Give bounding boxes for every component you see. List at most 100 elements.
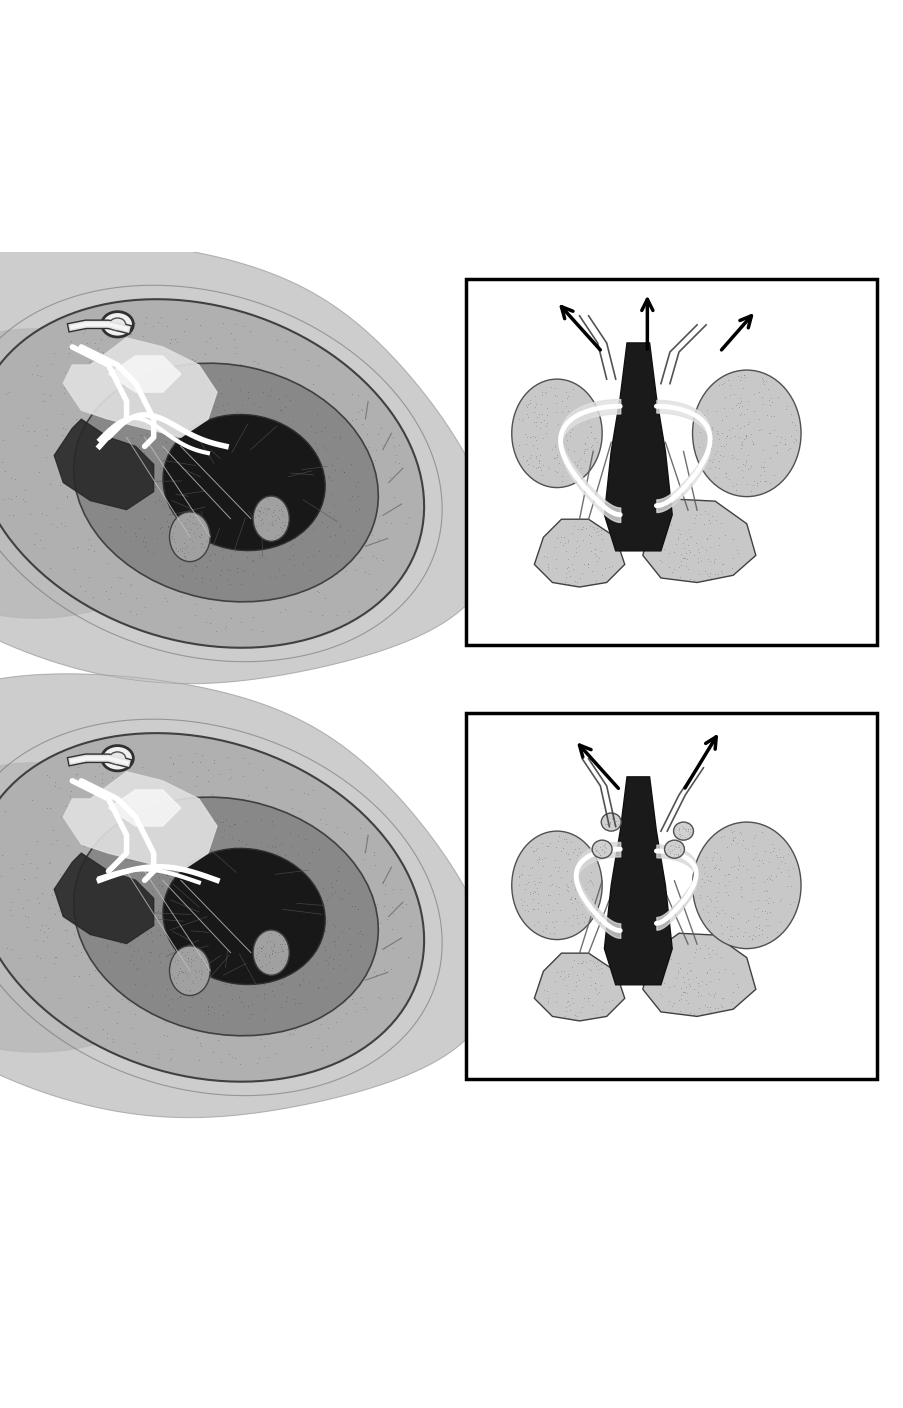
Point [171,828,185,850]
Point [580,552,594,574]
Point [326,498,340,521]
Point [548,548,563,570]
Point [526,839,540,862]
Point [48,772,62,794]
Point [251,504,265,527]
Point [211,763,226,786]
Point [552,452,566,474]
Point [33,365,48,387]
Point [42,384,57,407]
Point [716,397,731,420]
Point [656,528,670,551]
Point [303,415,318,438]
Point [241,415,256,438]
Point [729,925,743,948]
Point [57,418,71,441]
Point [130,918,144,941]
Point [154,874,169,897]
Point [142,411,156,434]
Point [731,976,745,998]
Point [265,469,280,491]
Point [276,420,291,442]
Point [560,876,574,898]
Point [183,948,198,970]
Point [370,528,385,551]
Point [217,912,231,935]
Point [205,463,219,486]
Point [741,456,756,479]
Point [190,765,204,787]
Point [265,883,280,905]
Point [93,912,107,935]
Point [127,449,142,472]
Point [90,365,105,387]
Point [337,821,351,843]
Point [275,505,290,528]
Point [738,424,752,446]
Point [533,417,547,439]
Point [215,1004,229,1026]
Point [191,890,205,912]
Point [547,434,562,456]
Point [170,905,184,928]
Point [201,498,216,521]
Point [673,987,687,1010]
Point [361,563,376,586]
Point [79,1017,94,1039]
Point [714,422,729,445]
Point [37,921,51,943]
Point [760,891,775,914]
Point [715,445,730,467]
Point [222,967,237,990]
Point [785,856,799,879]
Point [531,449,545,472]
Point [118,849,133,872]
Point [739,911,753,934]
Point [214,538,228,560]
Point [178,398,192,421]
Point [116,749,130,772]
Point [583,434,598,456]
Point [265,942,279,964]
Point [745,877,759,900]
Point [283,375,297,397]
Point [563,887,577,910]
Point [721,869,735,891]
Point [116,881,131,904]
Point [221,767,236,790]
Point [156,883,171,905]
Point [267,1042,282,1064]
Point [321,886,336,908]
Point [182,979,197,1001]
Point [262,964,276,987]
Point [712,960,726,983]
Point [124,549,138,572]
Point [193,531,208,553]
Point [572,969,586,991]
Point [219,988,234,1011]
Point [159,811,173,834]
Point [270,904,284,926]
Point [115,905,129,928]
Point [565,466,580,489]
Point [163,984,178,1007]
Point [234,486,248,508]
Point [249,938,264,960]
Point [565,991,580,1014]
Bar [465,712,876,1079]
Point [563,1000,577,1022]
Point [182,935,196,957]
Point [172,743,186,766]
Point [186,949,200,972]
Point [740,838,754,860]
Point [220,393,235,415]
Point [694,869,709,891]
Point [122,753,136,776]
Point [680,993,694,1015]
Point [673,553,687,576]
Point [172,480,187,503]
Point [178,860,192,883]
Point [563,425,577,448]
Point [298,828,312,850]
Point [764,391,778,414]
